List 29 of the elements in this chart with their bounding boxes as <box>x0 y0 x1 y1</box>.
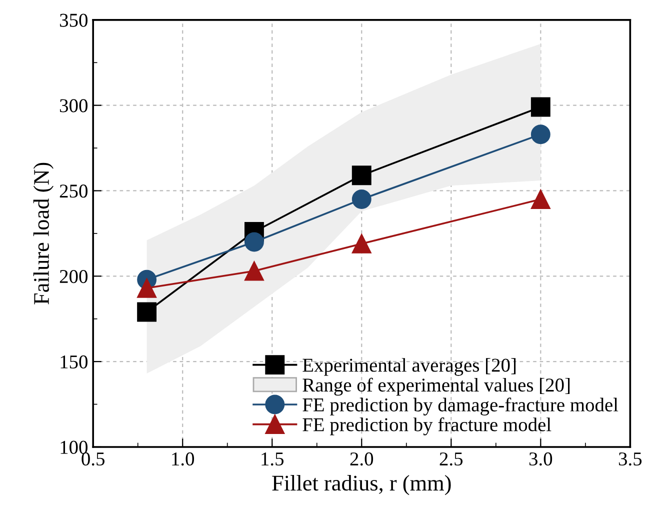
x-tick-label: 2.0 <box>350 452 374 466</box>
point <box>530 190 550 209</box>
point <box>137 278 157 298</box>
point <box>244 261 264 281</box>
y-tick-label: 150 <box>60 355 88 368</box>
legend-label: Experimental averages [20] <box>302 358 516 376</box>
x-axis-title: Fillet radius, r (mm) <box>272 475 451 496</box>
point <box>352 190 372 209</box>
y-tick-label: 300 <box>60 99 88 112</box>
point <box>530 124 550 144</box>
point <box>352 166 372 186</box>
legend-label: Range of experimental values [20] <box>302 378 570 396</box>
x-tick-label: 1.0 <box>172 452 194 466</box>
y-axis-title: Failure load (N) <box>33 162 54 304</box>
y-tick-label: 100 <box>60 440 88 454</box>
legend-label: FE prediction by damage-fracture model <box>302 398 618 416</box>
point <box>244 232 264 252</box>
y-tick-label: 350 <box>60 14 88 27</box>
x-tick-label: 1.5 <box>262 452 284 466</box>
point <box>352 234 372 254</box>
x-tick-label: 3.5 <box>618 452 642 466</box>
point <box>530 97 550 117</box>
point <box>137 302 157 322</box>
legend-label: FE prediction by fracture model <box>302 417 552 436</box>
x-tick-label: 2.5 <box>440 452 463 466</box>
y-tick-label: 200 <box>60 270 88 284</box>
x-tick-label: 0.5 <box>82 452 104 466</box>
x-tick-label: 3.0 <box>529 452 552 466</box>
y-tick-label: 250 <box>60 184 88 198</box>
